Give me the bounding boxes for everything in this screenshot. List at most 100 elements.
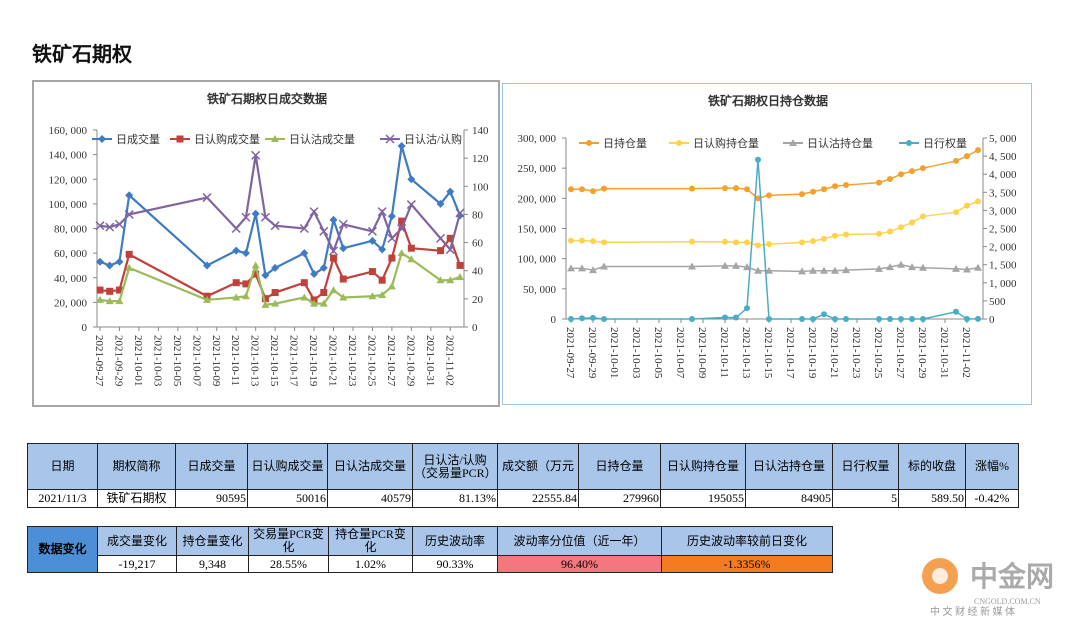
- data-point: [975, 198, 981, 205]
- y-tick-label: 300, 000: [518, 133, 557, 145]
- legend-marker: [586, 140, 592, 146]
- data-point: [106, 287, 114, 295]
- data-point: [832, 183, 838, 190]
- x-tick-label: 2021-10-27: [385, 335, 397, 387]
- data-point: [975, 315, 981, 322]
- header-cell: 持仓量变化: [176, 526, 249, 556]
- x-tick-label: 2021-10-13: [249, 335, 261, 387]
- slogan: 中 文 财 经 新 媒 体: [930, 605, 1015, 618]
- data-point: [898, 224, 904, 231]
- x-tick-label: 2021-09-29: [586, 327, 598, 379]
- data-point: [809, 266, 817, 274]
- y2-tick-label: 1, 000: [989, 278, 1017, 290]
- y2-tick-label: 2, 500: [989, 224, 1017, 236]
- cell: -0.42%: [965, 489, 1019, 508]
- data-point: [733, 314, 739, 321]
- data-point: [202, 193, 212, 203]
- data-point: [378, 290, 387, 298]
- cell: 84905: [745, 489, 833, 508]
- y-tick-label: 0: [82, 322, 88, 334]
- data-point: [445, 245, 455, 255]
- series-line: [570, 159, 979, 320]
- y-tick-label: 250, 000: [518, 163, 557, 175]
- data-point: [261, 271, 270, 280]
- data-point: [766, 241, 772, 248]
- y-tick-label: 40, 000: [54, 273, 88, 285]
- data-point: [909, 316, 915, 322]
- data-point: [329, 286, 338, 294]
- data-point: [320, 289, 328, 297]
- data-point: [744, 239, 750, 246]
- data-point: [601, 316, 607, 322]
- cell: 50016: [247, 489, 328, 508]
- y-tick-label: 100, 000: [518, 254, 557, 266]
- data-point: [810, 188, 816, 195]
- data-point: [387, 212, 396, 221]
- legend-marker: [676, 140, 682, 146]
- data-point: [600, 262, 608, 270]
- data-point: [721, 261, 729, 269]
- header-cell: 历史波动率较前日变化: [661, 526, 833, 556]
- x-tick-label: 2021-10-25: [365, 335, 377, 387]
- data-point: [456, 261, 464, 269]
- data-point: [231, 223, 241, 234]
- cell: -19,217: [97, 555, 177, 573]
- y-tick-label: 60, 000: [54, 248, 88, 260]
- y2-tick-label: 0: [472, 322, 478, 334]
- y2-tick-label: 500: [989, 296, 1006, 308]
- data-point: [799, 316, 805, 322]
- data-point: [953, 308, 959, 315]
- y-tick-label: 140, 000: [49, 150, 88, 162]
- data-point: [378, 245, 387, 254]
- y2-tick-label: 3, 500: [989, 187, 1017, 199]
- data-point: [407, 255, 416, 263]
- header-cell: 日认购持仓量: [660, 443, 746, 490]
- data-point: [832, 232, 838, 239]
- page-title: 铁矿石期权: [32, 44, 132, 66]
- daily-table: 日期 期权简称 日成交量 日认购成交量 日认沽成交量 日认沽/认购（交易量PCR） 成交额（…: [27, 443, 1019, 508]
- chart-title: 铁矿石期权日持仓数据: [708, 93, 828, 108]
- data-point: [755, 195, 761, 202]
- header-cell: 成交额（万元: [497, 443, 579, 490]
- data-point: [601, 185, 607, 192]
- x-tick-label: 2021-10-21: [828, 327, 840, 378]
- data-point: [688, 262, 696, 270]
- data-point: [920, 316, 926, 322]
- data-point: [799, 239, 805, 246]
- data-point: [338, 219, 348, 229]
- cell: 96.40%: [497, 555, 662, 573]
- data-point: [368, 236, 377, 245]
- y2-tick-label: 140: [472, 125, 489, 137]
- data-point: [330, 254, 338, 262]
- data-point: [300, 279, 308, 287]
- data-point: [319, 263, 328, 272]
- legend-label: 日行权量: [923, 137, 967, 150]
- data-point: [887, 316, 893, 322]
- header-cell: 日认沽/认购（交易量PCR）: [412, 443, 498, 490]
- data-point: [271, 299, 280, 307]
- x-tick-label: 2021-09-27: [93, 335, 105, 387]
- data-point: [843, 182, 849, 189]
- data-point: [810, 316, 816, 322]
- x-tick-label: 2021-10-17: [288, 335, 300, 387]
- data-point: [843, 231, 849, 238]
- legend-label: 日认沽/认购: [404, 132, 462, 146]
- data-point: [799, 191, 805, 198]
- cell: 28.55%: [248, 555, 329, 573]
- data-row: -19,217 9,348 28.55% 1.02% 90.33% 96.40% -1.33…: [28, 555, 833, 573]
- data-point: [722, 314, 728, 321]
- series-line: [99, 155, 462, 254]
- x-tick-label: 2021-10-13: [740, 327, 752, 379]
- data-point: [876, 179, 882, 186]
- brand: 中金网: [970, 560, 1054, 593]
- data-point: [733, 185, 739, 192]
- data-point: [203, 261, 212, 270]
- data-point: [964, 153, 970, 160]
- data-point: [590, 188, 596, 195]
- x-tick-label: 2021-09-27: [564, 327, 576, 379]
- site: CNGOLD.COM.CN: [974, 597, 1041, 606]
- data-point: [887, 176, 893, 183]
- data-point: [876, 230, 882, 237]
- data-point: [319, 226, 329, 236]
- chart-title: 铁矿石期权日成交数据: [207, 91, 327, 106]
